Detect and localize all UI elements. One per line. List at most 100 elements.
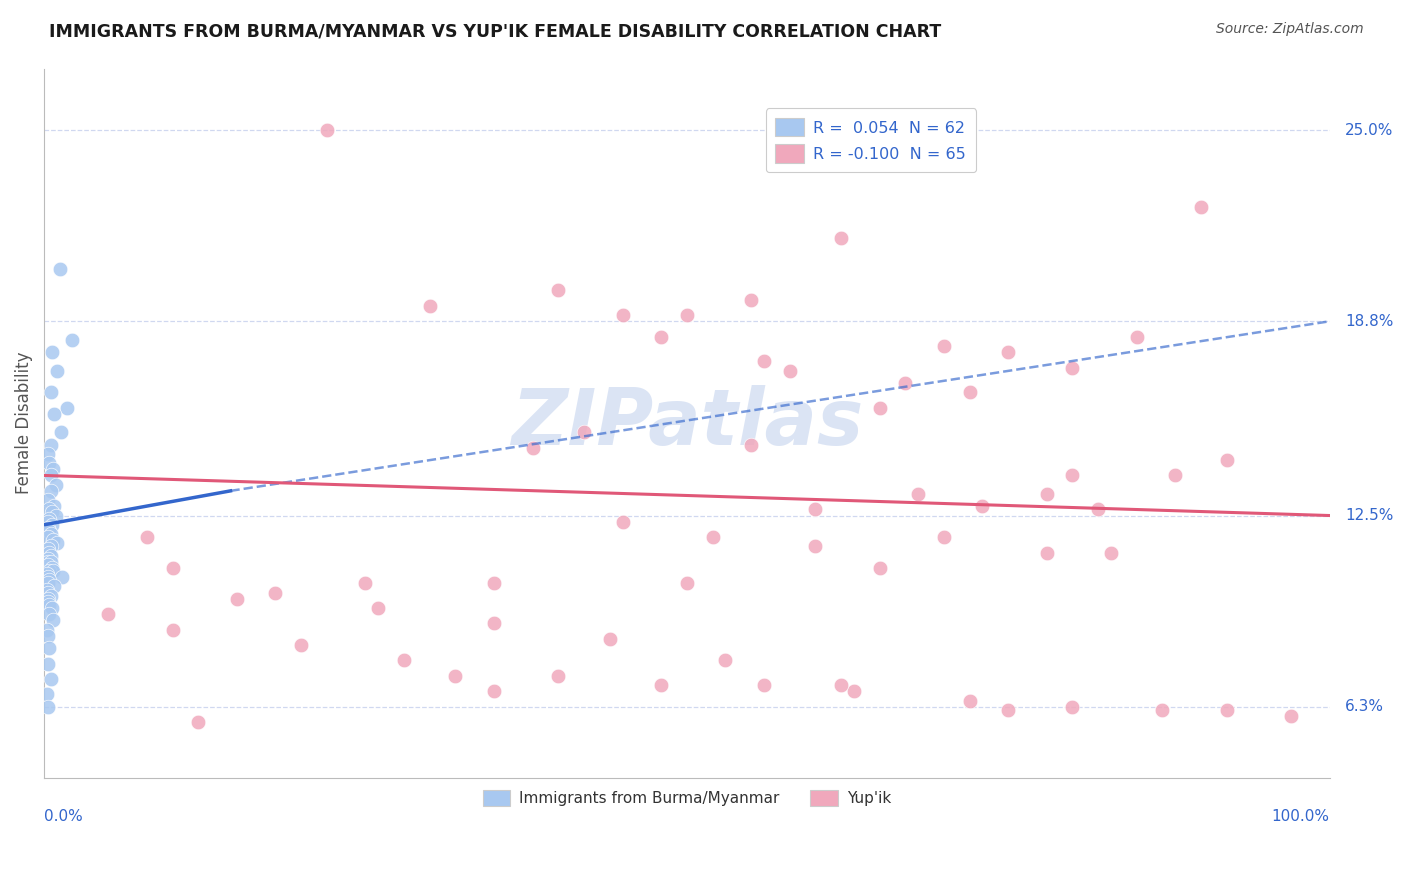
Point bbox=[612, 308, 634, 322]
Point bbox=[45, 508, 67, 523]
Text: 6.3%: 6.3% bbox=[1346, 699, 1384, 714]
Point bbox=[39, 527, 62, 541]
Point bbox=[38, 456, 60, 470]
Point bbox=[37, 699, 59, 714]
Point bbox=[482, 616, 505, 631]
Point bbox=[1035, 487, 1057, 501]
Point bbox=[42, 613, 65, 627]
Text: Source: ZipAtlas.com: Source: ZipAtlas.com bbox=[1216, 22, 1364, 37]
Point bbox=[38, 502, 60, 516]
Point bbox=[804, 540, 827, 554]
Point bbox=[522, 441, 544, 455]
Point bbox=[35, 623, 58, 637]
Point bbox=[547, 284, 569, 298]
Text: 25.0%: 25.0% bbox=[1346, 123, 1393, 137]
Point bbox=[39, 672, 62, 686]
Text: 100.0%: 100.0% bbox=[1271, 809, 1330, 824]
Point bbox=[38, 574, 60, 588]
Point bbox=[869, 401, 891, 415]
Point bbox=[1099, 545, 1122, 559]
Point bbox=[48, 261, 70, 276]
Point bbox=[44, 500, 66, 514]
Point bbox=[932, 339, 955, 353]
Point bbox=[907, 487, 929, 501]
Point bbox=[572, 425, 595, 440]
Point bbox=[97, 607, 120, 622]
Point bbox=[38, 564, 60, 578]
Point bbox=[37, 447, 59, 461]
Point bbox=[37, 629, 59, 643]
Point bbox=[972, 500, 994, 514]
Point bbox=[1062, 699, 1084, 714]
Text: 12.5%: 12.5% bbox=[1346, 508, 1393, 523]
Point bbox=[38, 598, 60, 612]
Point bbox=[162, 623, 184, 637]
Point bbox=[37, 493, 59, 508]
Point bbox=[41, 505, 63, 519]
Point bbox=[44, 579, 66, 593]
Point bbox=[830, 678, 852, 692]
Point bbox=[39, 555, 62, 569]
Point bbox=[752, 678, 775, 692]
Point bbox=[187, 715, 209, 730]
Point bbox=[1189, 200, 1212, 214]
Point bbox=[1152, 703, 1174, 717]
Point bbox=[42, 462, 65, 476]
Point bbox=[39, 437, 62, 451]
Point bbox=[419, 299, 441, 313]
Point bbox=[42, 533, 65, 548]
Point bbox=[37, 576, 59, 591]
Legend: Immigrants from Burma/Myanmar, Yup'ik: Immigrants from Burma/Myanmar, Yup'ik bbox=[477, 784, 897, 813]
Point bbox=[37, 585, 59, 599]
Point bbox=[37, 515, 59, 529]
Point bbox=[38, 641, 60, 656]
Point bbox=[354, 576, 377, 591]
Point bbox=[444, 669, 467, 683]
Point bbox=[46, 364, 69, 378]
Point bbox=[264, 585, 287, 599]
Point bbox=[1035, 545, 1057, 559]
Point bbox=[37, 558, 59, 572]
Point bbox=[39, 468, 62, 483]
Point bbox=[37, 555, 59, 569]
Point bbox=[830, 231, 852, 245]
Point bbox=[37, 570, 59, 584]
Point bbox=[37, 595, 59, 609]
Point bbox=[959, 385, 981, 400]
Point bbox=[1164, 468, 1187, 483]
Point bbox=[1215, 703, 1237, 717]
Text: ZIPatlas: ZIPatlas bbox=[510, 385, 863, 461]
Point bbox=[702, 530, 724, 544]
Point bbox=[650, 329, 672, 343]
Point bbox=[804, 502, 827, 516]
Y-axis label: Female Disability: Female Disability bbox=[15, 351, 32, 494]
Point bbox=[38, 545, 60, 559]
Point bbox=[41, 517, 63, 532]
Point bbox=[997, 703, 1019, 717]
Point bbox=[37, 521, 59, 535]
Point bbox=[162, 561, 184, 575]
Text: 18.8%: 18.8% bbox=[1346, 314, 1393, 329]
Point bbox=[1125, 329, 1147, 343]
Point bbox=[779, 364, 801, 378]
Point bbox=[39, 540, 62, 554]
Point bbox=[1087, 502, 1109, 516]
Point bbox=[894, 376, 917, 390]
Point bbox=[39, 589, 62, 603]
Point bbox=[367, 601, 389, 615]
Point bbox=[997, 345, 1019, 359]
Point bbox=[37, 530, 59, 544]
Point bbox=[45, 477, 67, 491]
Point bbox=[547, 669, 569, 683]
Point bbox=[599, 632, 621, 646]
Point bbox=[1062, 468, 1084, 483]
Point bbox=[675, 308, 697, 322]
Point bbox=[35, 567, 58, 582]
Point bbox=[44, 407, 66, 421]
Point bbox=[392, 653, 415, 667]
Point bbox=[482, 576, 505, 591]
Point bbox=[41, 345, 63, 359]
Point bbox=[39, 549, 62, 563]
Point bbox=[60, 333, 83, 347]
Point bbox=[752, 354, 775, 368]
